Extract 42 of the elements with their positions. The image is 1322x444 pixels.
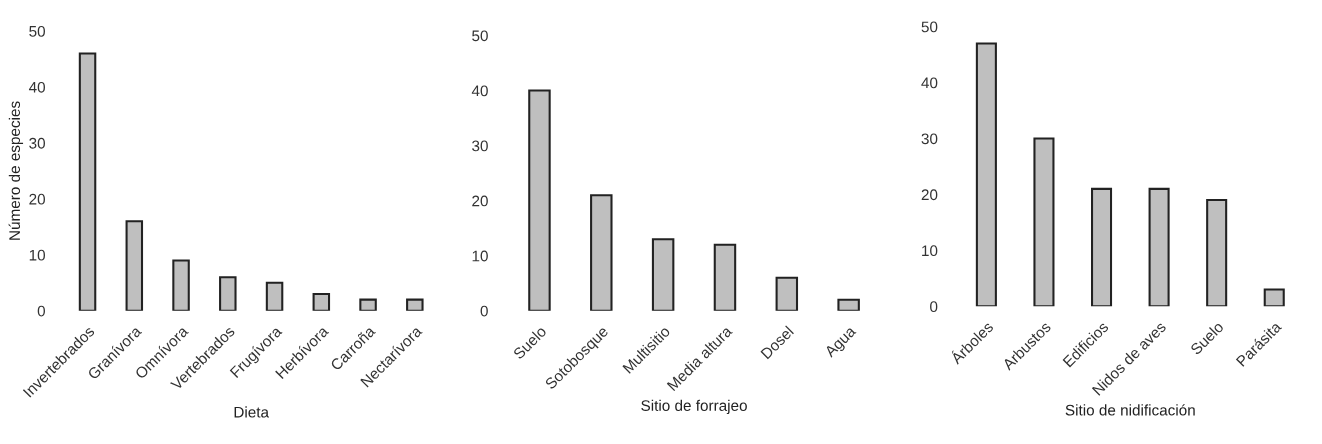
x-axis-title: Sitio de nidificación (1065, 404, 1195, 416)
bar (359, 298, 377, 311)
bar (1263, 288, 1285, 307)
y-tick-label: 30 (29, 137, 46, 149)
y-tick-label: 0 (930, 301, 938, 313)
y-tick-label: 50 (29, 25, 46, 37)
bar (1033, 137, 1055, 307)
bar (1148, 187, 1170, 307)
bar (1090, 187, 1113, 307)
y-tick-label: 10 (922, 245, 938, 257)
bar (651, 238, 675, 311)
bar (713, 243, 737, 311)
y-tick-label: 40 (921, 77, 938, 89)
bar (265, 281, 284, 311)
bar (775, 276, 799, 311)
y-tick-label: 30 (921, 133, 938, 145)
y-tick-label: 0 (480, 305, 488, 317)
y-tick-label: 20 (472, 195, 488, 207)
y-tick-label: 10 (29, 249, 46, 261)
bar (125, 220, 144, 311)
y-tick-label: 20 (29, 193, 46, 205)
y-tick-label: 30 (472, 140, 488, 152)
bar (590, 194, 613, 311)
y-tick-label: 50 (921, 21, 938, 33)
bar (219, 276, 237, 311)
y-axis-title: Número de especies (8, 101, 24, 240)
x-axis-title: Sitio de forrajeo (641, 399, 747, 414)
x-axis-title: Dieta (234, 406, 270, 418)
y-tick-label: 50 (472, 30, 488, 42)
bar (975, 42, 997, 307)
bar (528, 89, 551, 311)
bar (78, 52, 97, 311)
y-tick-label: 40 (28, 81, 46, 93)
y-tick-label: 40 (471, 85, 488, 97)
bar (837, 298, 860, 311)
bar (172, 259, 190, 311)
bar (1206, 199, 1228, 307)
y-tick-label: 0 (37, 305, 45, 317)
bar (312, 292, 331, 311)
y-tick-label: 20 (921, 189, 938, 201)
y-tick-label: 10 (472, 250, 488, 262)
bar (406, 298, 424, 311)
